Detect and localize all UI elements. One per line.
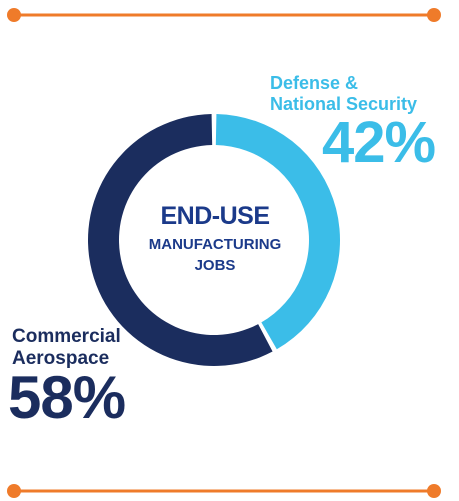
top-divider-left-dot (7, 8, 21, 22)
commercial-label-line2: Aerospace (12, 348, 110, 369)
defense-slice (215, 114, 340, 350)
bottom-divider-right-dot (427, 484, 441, 498)
defense-percent: 42% (322, 110, 436, 175)
center-title-line3: JOBS (194, 257, 236, 274)
center-title-line1: END-USE (160, 202, 270, 230)
commercial-slice (88, 114, 273, 366)
defense-label-line1: Defense & (270, 73, 359, 93)
defense-label-line2: National Security (270, 94, 418, 114)
bottom-divider (0, 481, 459, 501)
top-divider (0, 5, 459, 25)
center-title-line2: MANUFACTURING (148, 236, 282, 253)
top-divider-right-dot (427, 8, 441, 22)
commercial-label-line1: Commercial (12, 326, 121, 347)
commercial-percent: 58% (8, 364, 126, 431)
bottom-divider-left-dot (7, 484, 21, 498)
